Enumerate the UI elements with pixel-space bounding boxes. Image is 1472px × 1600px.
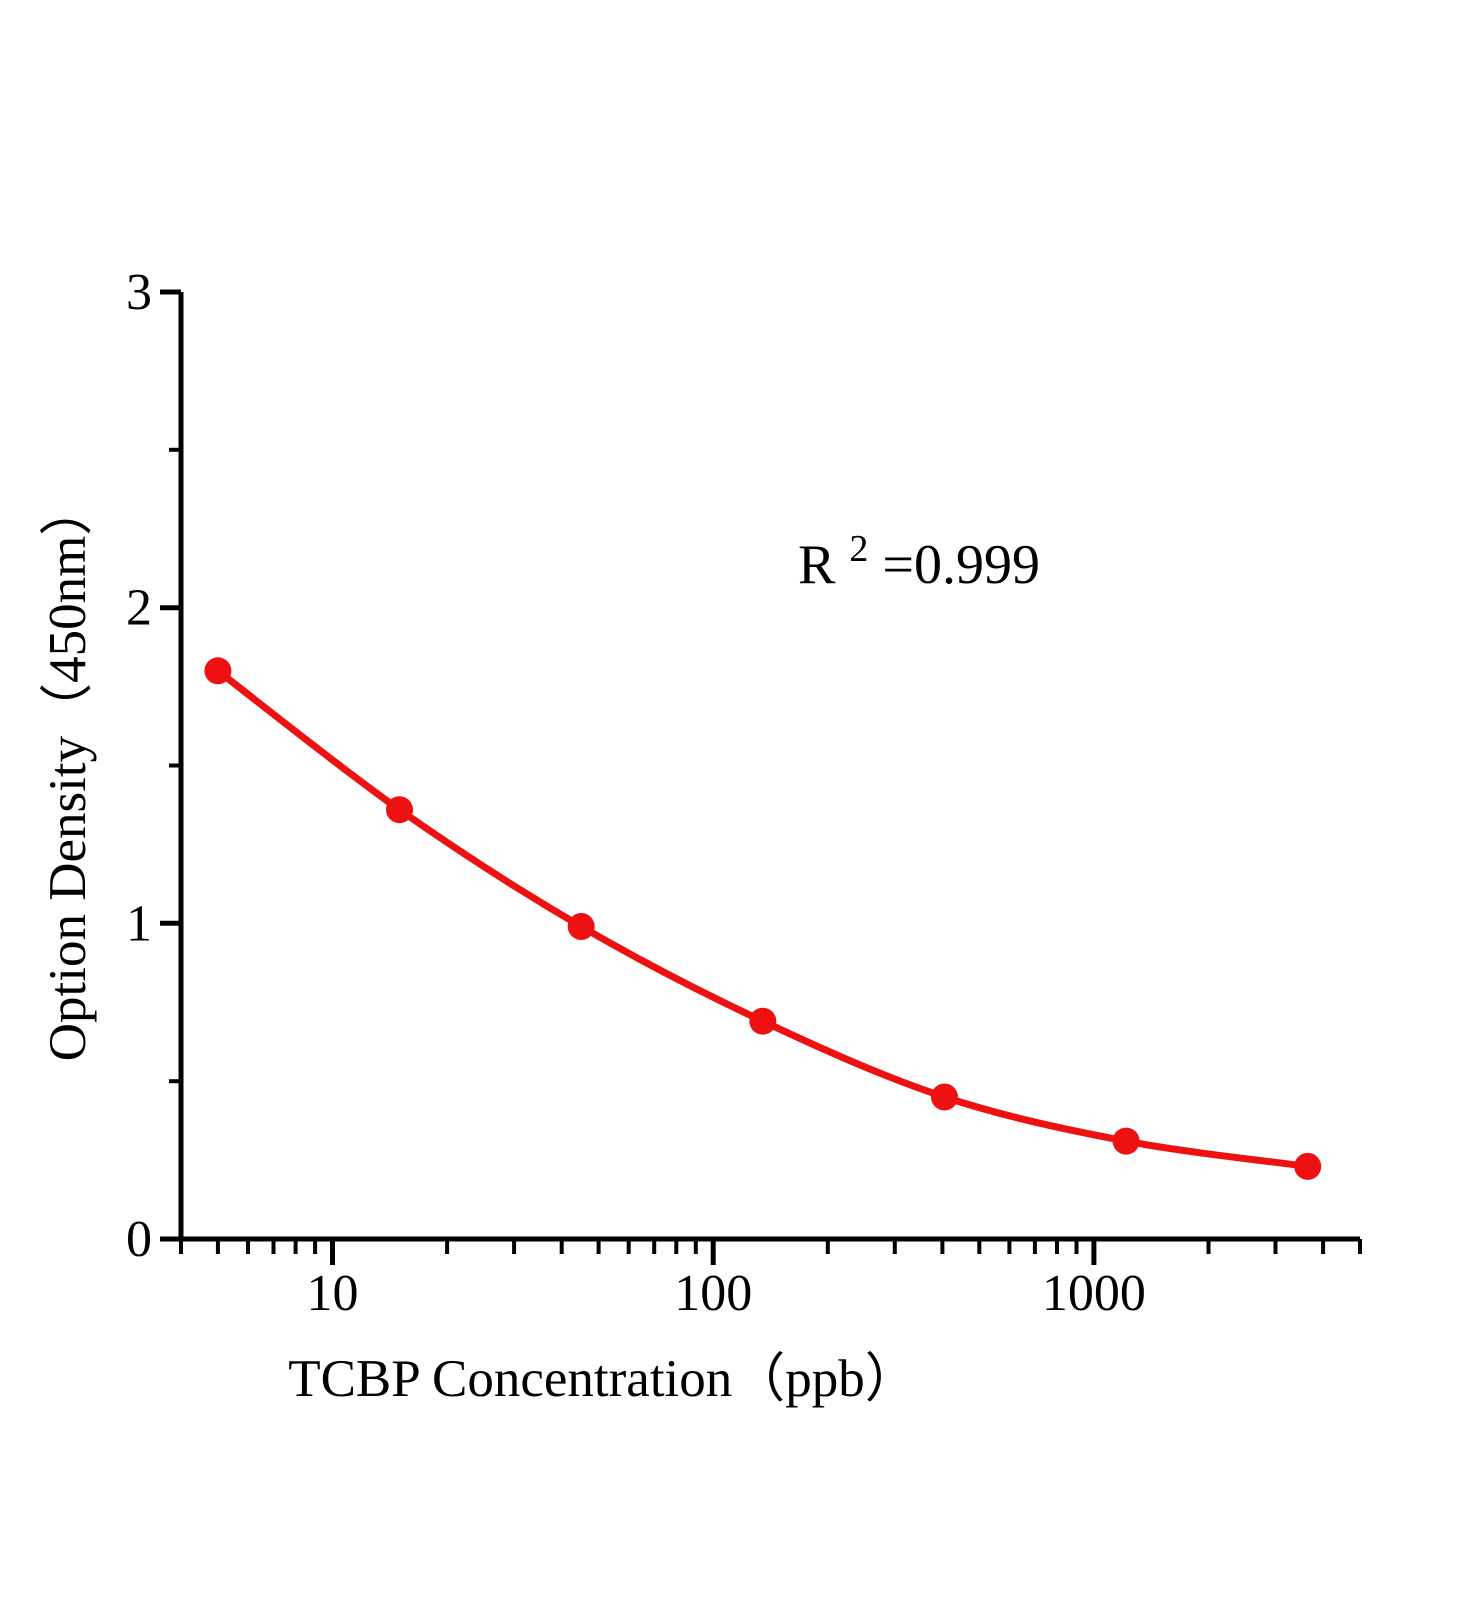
curve-line — [214, 667, 1312, 1170]
y-tick-label: 2 — [126, 580, 152, 637]
r-squared-base: R — [798, 534, 836, 596]
axes: 10 100 1000 0 1 2 3 — [126, 264, 1362, 1322]
x-tick-label: 10 — [307, 1265, 359, 1322]
r-squared-value: =0.999 — [882, 534, 1040, 596]
data-point — [1112, 1127, 1140, 1155]
r-squared-annotation: R 2 =0.999 — [798, 512, 1040, 596]
data-point — [1294, 1152, 1322, 1180]
r-squared-exponent: 2 — [849, 528, 868, 570]
axis-spines — [178, 292, 1360, 1242]
data-series — [204, 657, 1322, 1180]
data-point — [204, 657, 232, 685]
y-tick-label: 0 — [126, 1211, 152, 1268]
y-axis-title: Option Density（450nm） — [39, 483, 97, 1062]
data-point — [749, 1007, 777, 1035]
data-point — [567, 913, 595, 940]
x-tick-label: 100 — [674, 1265, 752, 1322]
y-tick-label: 3 — [126, 264, 152, 321]
data-point — [931, 1083, 958, 1111]
y-tick-label: 1 — [126, 895, 152, 952]
x-axis-title: TCBP Concentration（ppb） — [288, 1350, 918, 1408]
data-point — [386, 796, 413, 824]
x-tick-label: 1000 — [1042, 1265, 1146, 1322]
